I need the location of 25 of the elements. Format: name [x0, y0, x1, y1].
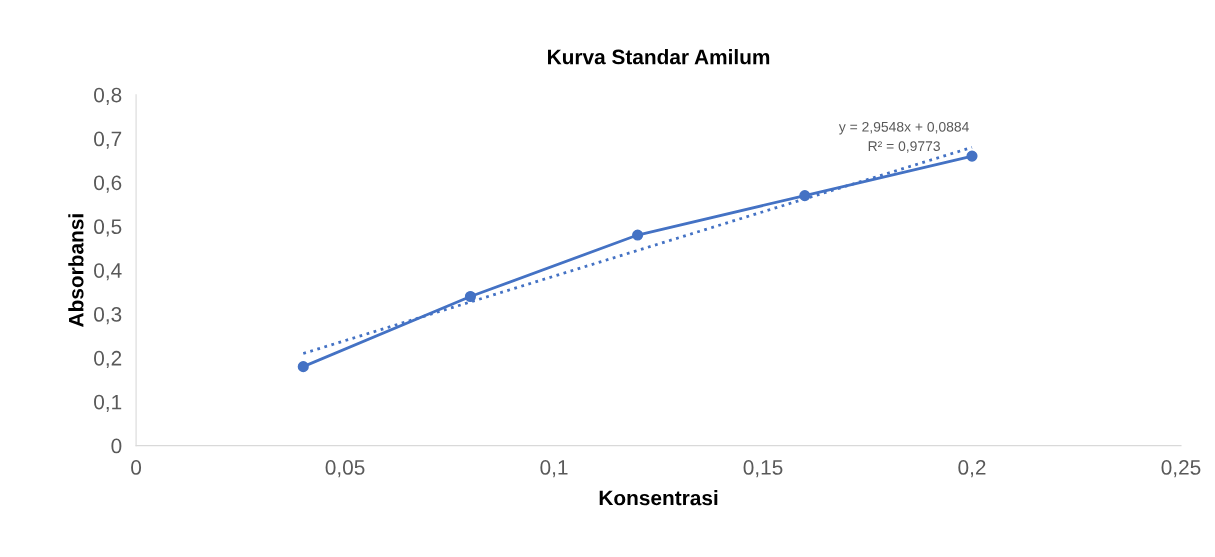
chart-title: Kurva Standar Amilum [548, 49, 770, 65]
annotation: y = 2,9548x + 0,0884 [838, 121, 969, 135]
annotation: R² = 0,9773 [868, 141, 940, 153]
y-tick-label: 0,7 [94, 131, 122, 149]
y-tick-label: 0,3 [94, 307, 122, 325]
x-tick-label: 0,2 [958, 460, 986, 478]
y-tick-label: 0 [111, 438, 122, 454]
x-axis-title: Konsentrasi [599, 490, 718, 506]
x-tick-label: 0,05 [325, 460, 365, 478]
y-tick-label: 0,2 [94, 350, 122, 369]
x-tick-label: 0 [131, 460, 142, 475]
x-tick-label: 0,15 [743, 460, 783, 478]
y-axis-title: Absorbansi [68, 214, 84, 327]
x-tick-label: 0,1 [540, 460, 568, 478]
point [799, 190, 811, 202]
y-tick-label: 0,5 [94, 219, 122, 237]
point [632, 229, 644, 241]
y-tick-label: 0,4 [94, 263, 122, 281]
x-tick-label: 0,25 [1161, 460, 1201, 478]
y-tick-label: 0,6 [94, 175, 122, 193]
point [966, 150, 978, 162]
point [297, 361, 309, 373]
point [464, 290, 477, 303]
y-tick-label: 0,1 [94, 394, 122, 412]
y-tick-label: 0,8 [94, 87, 122, 105]
